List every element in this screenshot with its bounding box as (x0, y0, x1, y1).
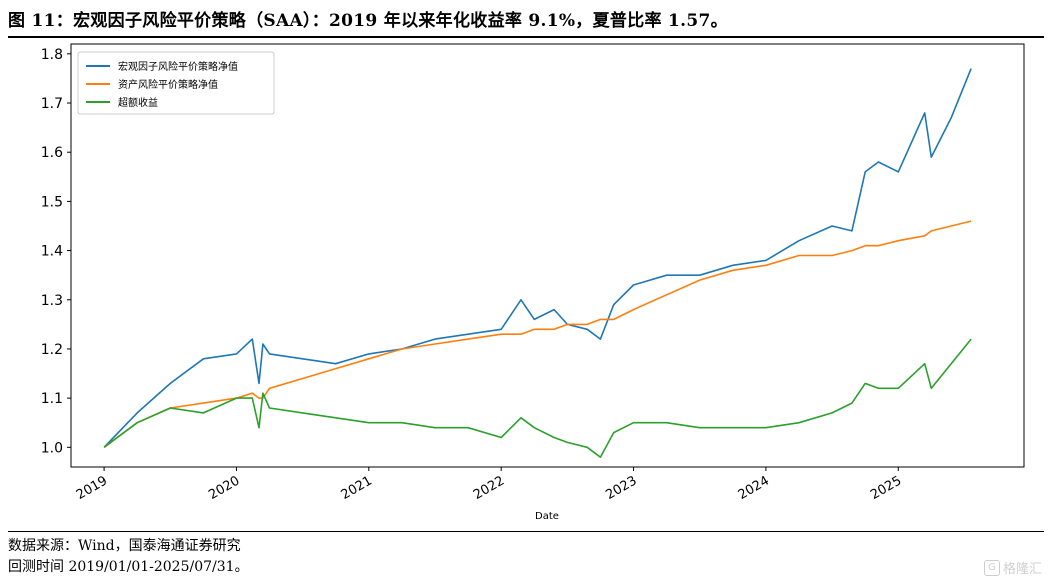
period-line: 回测时间 2019/01/01-2025/07/31。 (8, 559, 249, 575)
legend-label-asset: 资产风险平价策略净值 (118, 78, 218, 91)
source-notes: 数据来源：Wind，国泰海通证券研究 回测时间 2019/01/01-2025/… (8, 536, 249, 578)
x-tick-label: 2021 (339, 473, 375, 503)
legend-label-excess: 超额收益 (118, 96, 158, 109)
x-axis-label: Date (535, 511, 559, 522)
legend-label-macro: 宏观因子风险平价策略净值 (118, 60, 238, 73)
watermark-text: 格隆汇 (1002, 562, 1042, 577)
y-tick-label: 1.7 (41, 96, 63, 112)
x-tick-label: 2025 (868, 473, 904, 503)
y-tick-label: 1.2 (41, 342, 63, 358)
y-tick-label: 1.0 (41, 440, 63, 456)
series-line-1 (103, 220, 972, 448)
source-line: 数据来源：Wind，国泰海通证券研究 (8, 538, 241, 554)
y-tick-label: 1.1 (41, 391, 63, 407)
y-tick-label: 1.5 (41, 194, 63, 210)
series-line-0 (103, 68, 972, 448)
footer-rule (8, 531, 1044, 532)
y-tick-label: 1.3 (41, 293, 63, 309)
figure-title: 图 11：宏观因子风险平价策略（SAA）：2019 年以来年化收益率 9.1%，… (8, 11, 728, 31)
y-tick-label: 1.6 (41, 145, 63, 161)
x-tick-label: 2020 (206, 473, 242, 503)
x-tick-label: 2023 (603, 473, 639, 503)
series-line-2 (103, 338, 972, 459)
line-chart: 1.0 1.1 1.2 1.3 1.4 1.5 1.6 1.7 1.8 2019 2020 2021… (41, 43, 1025, 522)
x-tick-label: 2022 (471, 473, 507, 503)
watermark-logo-icon: G (983, 559, 1000, 576)
legend: 宏观因子风险平价策略净值 资产风险平价策略净值 超额收益 (77, 51, 275, 115)
y-axis: 1.0 1.1 1.2 1.3 1.4 1.5 1.6 1.7 1.8 (41, 47, 71, 456)
title-rule (8, 36, 1044, 38)
x-axis: 2019 2020 2021 2022 2023 2024 2025 (74, 467, 904, 503)
watermark: G 格隆汇 (983, 558, 1042, 577)
series-lines (103, 68, 972, 459)
x-tick-label: 2024 (736, 473, 772, 503)
y-tick-label: 1.8 (41, 47, 63, 63)
legend-box (77, 51, 275, 115)
x-tick-label: 2019 (74, 473, 110, 503)
y-tick-label: 1.4 (41, 244, 63, 260)
